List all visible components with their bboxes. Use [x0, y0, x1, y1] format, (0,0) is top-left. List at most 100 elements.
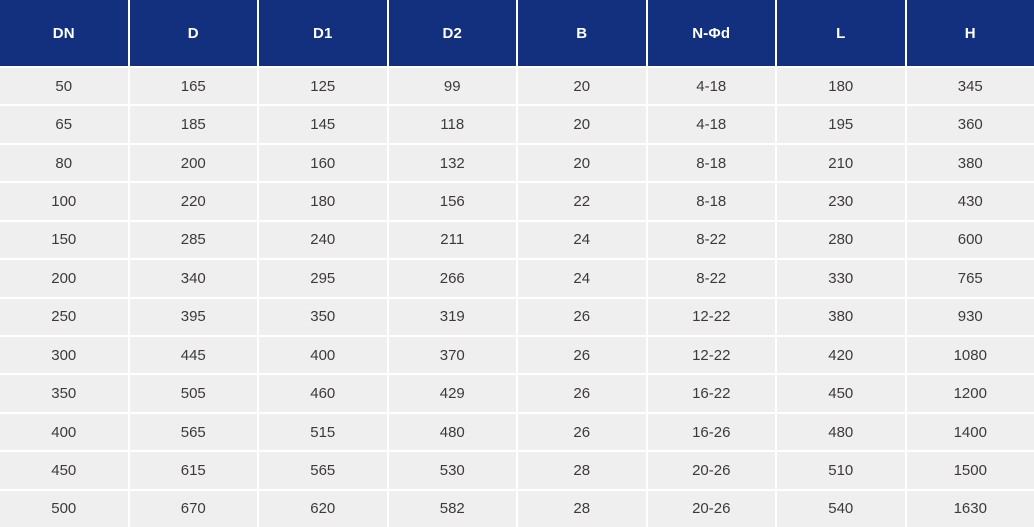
table-row: 500 670 620 582 28 20-26 540 1630 — [0, 490, 1034, 527]
table-cell: 8-18 — [647, 183, 775, 220]
table-cell: 12-22 — [647, 298, 775, 335]
table-cell: 285 — [129, 221, 257, 259]
table-cell: 118 — [388, 106, 516, 143]
table-cell: 28 — [518, 452, 646, 489]
table-cell: 930 — [906, 298, 1034, 335]
table-row: 150 285 240 211 24 8-22 280 600 — [0, 221, 1034, 259]
table-cell: 515 — [259, 413, 387, 451]
table-cell: 20 — [518, 68, 646, 105]
table-cell: 370 — [388, 336, 516, 374]
table-cell: 350 — [259, 298, 387, 335]
table-cell: 65 — [0, 106, 128, 143]
table-cell: 230 — [777, 183, 905, 220]
table-cell: 500 — [0, 490, 128, 527]
table-cell: 380 — [777, 298, 905, 335]
table-cell: 150 — [0, 221, 128, 259]
table-cell: 26 — [518, 336, 646, 374]
table-cell: 582 — [388, 490, 516, 527]
table-row: 65 185 145 118 20 4-18 195 360 — [0, 106, 1034, 143]
column-header-d: D — [129, 0, 257, 66]
table-row: 450 615 565 530 28 20-26 510 1500 — [0, 452, 1034, 489]
table-cell: 480 — [388, 413, 516, 451]
table-row: 250 395 350 319 26 12-22 380 930 — [0, 298, 1034, 335]
table-cell: 50 — [0, 68, 128, 105]
table-cell: 16-22 — [647, 375, 775, 412]
table-row: 300 445 400 370 26 12-22 420 1080 — [0, 336, 1034, 374]
table-cell: 1200 — [906, 375, 1034, 412]
table-cell: 350 — [0, 375, 128, 412]
table-cell: 210 — [777, 144, 905, 182]
table-cell: 445 — [129, 336, 257, 374]
table-cell: 80 — [0, 144, 128, 182]
table-cell: 480 — [777, 413, 905, 451]
column-header-b: B — [518, 0, 646, 66]
table-cell: 565 — [129, 413, 257, 451]
table-cell: 1500 — [906, 452, 1034, 489]
table-cell: 26 — [518, 413, 646, 451]
table-cell: 615 — [129, 452, 257, 489]
table-cell: 460 — [259, 375, 387, 412]
table-cell: 165 — [129, 68, 257, 105]
table-cell: 450 — [0, 452, 128, 489]
table-cell: 429 — [388, 375, 516, 412]
table-cell: 395 — [129, 298, 257, 335]
table-cell: 280 — [777, 221, 905, 259]
table-cell: 340 — [129, 260, 257, 297]
table-cell: 319 — [388, 298, 516, 335]
table-header-row: DN D D1 D2 B N-Φd L H — [0, 0, 1034, 66]
table-cell: 4-18 — [647, 106, 775, 143]
table-cell: 430 — [906, 183, 1034, 220]
table-cell: 360 — [906, 106, 1034, 143]
table-cell: 420 — [777, 336, 905, 374]
table-cell: 8-18 — [647, 144, 775, 182]
table-row: 350 505 460 429 26 16-22 450 1200 — [0, 375, 1034, 412]
table-cell: 510 — [777, 452, 905, 489]
table-cell: 600 — [906, 221, 1034, 259]
table-cell: 530 — [388, 452, 516, 489]
table-cell: 400 — [259, 336, 387, 374]
table-cell: 211 — [388, 221, 516, 259]
table-cell: 16-26 — [647, 413, 775, 451]
table-cell: 670 — [129, 490, 257, 527]
table-cell: 12-22 — [647, 336, 775, 374]
table-cell: 22 — [518, 183, 646, 220]
column-header-dn: DN — [0, 0, 128, 66]
table-cell: 565 — [259, 452, 387, 489]
table-cell: 180 — [259, 183, 387, 220]
table-cell: 200 — [129, 144, 257, 182]
table-cell: 145 — [259, 106, 387, 143]
table-cell: 195 — [777, 106, 905, 143]
table-cell: 220 — [129, 183, 257, 220]
column-header-l: L — [777, 0, 905, 66]
table-cell: 330 — [777, 260, 905, 297]
table-cell: 620 — [259, 490, 387, 527]
table-cell: 266 — [388, 260, 516, 297]
table-cell: 295 — [259, 260, 387, 297]
table-cell: 99 — [388, 68, 516, 105]
table-row: 200 340 295 266 24 8-22 330 765 — [0, 260, 1034, 297]
table-cell: 4-18 — [647, 68, 775, 105]
table-cell: 20-26 — [647, 452, 775, 489]
table-cell: 240 — [259, 221, 387, 259]
table-cell: 185 — [129, 106, 257, 143]
table-cell: 8-22 — [647, 221, 775, 259]
table-cell: 26 — [518, 375, 646, 412]
column-header-h: H — [906, 0, 1034, 66]
table-row: 50 165 125 99 20 4-18 180 345 — [0, 68, 1034, 105]
table-row: 100 220 180 156 22 8-18 230 430 — [0, 183, 1034, 220]
table-cell: 180 — [777, 68, 905, 105]
table-body: 50 165 125 99 20 4-18 180 345 65 185 145 118 20 4-18 1… — [0, 68, 1034, 527]
table-cell: 765 — [906, 260, 1034, 297]
table-cell: 400 — [0, 413, 128, 451]
table-cell: 156 — [388, 183, 516, 220]
table-cell: 345 — [906, 68, 1034, 105]
table-row: 400 565 515 480 26 16-26 480 1400 — [0, 413, 1034, 451]
table-cell: 505 — [129, 375, 257, 412]
table-cell: 28 — [518, 490, 646, 527]
table-cell: 1080 — [906, 336, 1034, 374]
column-header-d2: D2 — [388, 0, 516, 66]
table-cell: 132 — [388, 144, 516, 182]
table-cell: 20 — [518, 106, 646, 143]
table-cell: 540 — [777, 490, 905, 527]
